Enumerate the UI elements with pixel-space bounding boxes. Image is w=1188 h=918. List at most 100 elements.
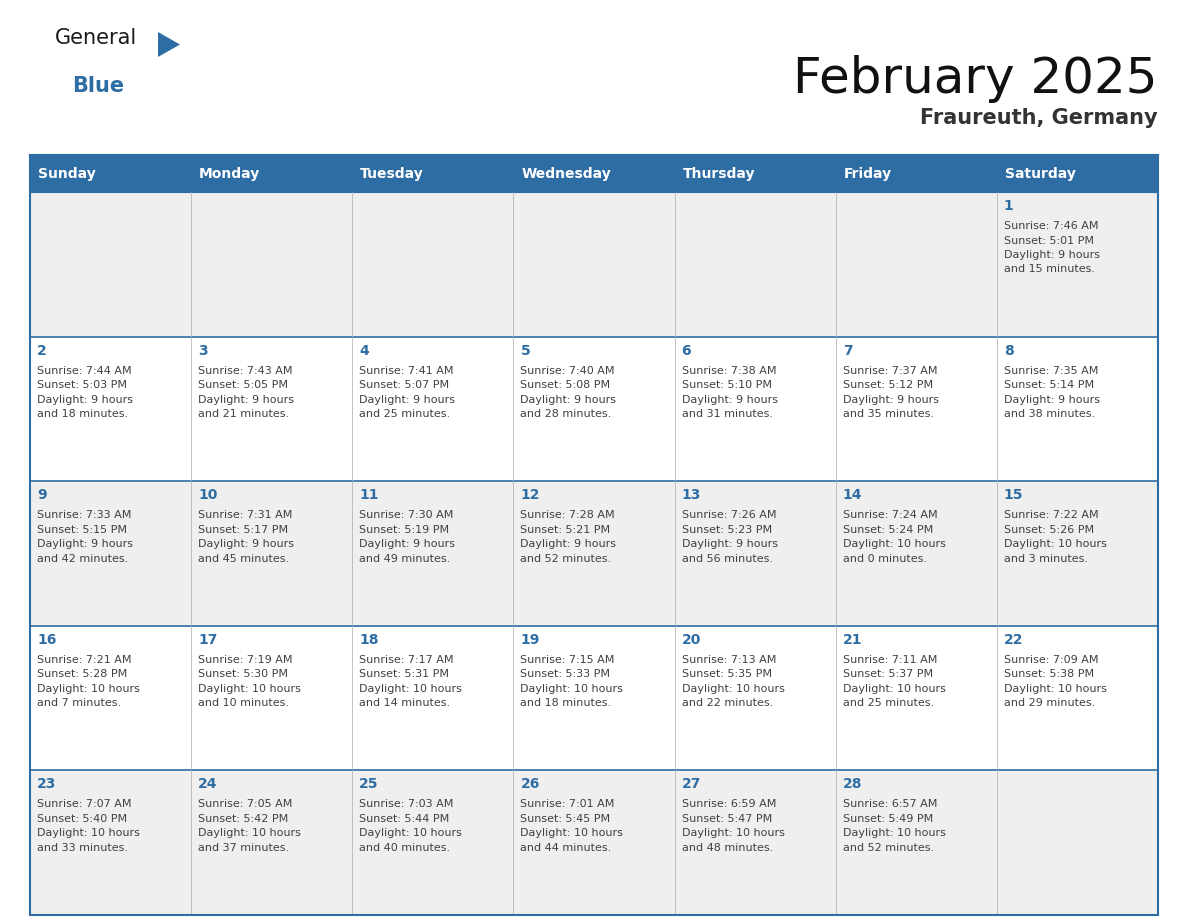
Bar bbox=[513, 337, 675, 481]
Text: and 42 minutes.: and 42 minutes. bbox=[37, 554, 128, 564]
Text: Tuesday: Tuesday bbox=[360, 166, 424, 181]
Bar bbox=[997, 192, 1158, 337]
Text: 18: 18 bbox=[359, 633, 379, 647]
Text: Sunset: 5:19 PM: Sunset: 5:19 PM bbox=[359, 525, 449, 534]
Text: and 44 minutes.: and 44 minutes. bbox=[520, 843, 612, 853]
Text: 22: 22 bbox=[1004, 633, 1023, 647]
Text: and 10 minutes.: and 10 minutes. bbox=[198, 699, 289, 709]
Text: Daylight: 9 hours: Daylight: 9 hours bbox=[359, 395, 455, 405]
Text: 16: 16 bbox=[37, 633, 56, 647]
Text: Sunrise: 7:40 AM: Sunrise: 7:40 AM bbox=[520, 365, 615, 375]
Text: and 38 minutes.: and 38 minutes. bbox=[1004, 409, 1095, 420]
Bar bbox=[835, 770, 997, 915]
Bar bbox=[513, 626, 675, 770]
Text: Daylight: 10 hours: Daylight: 10 hours bbox=[842, 539, 946, 549]
Bar bbox=[353, 192, 513, 337]
Text: Sunrise: 6:59 AM: Sunrise: 6:59 AM bbox=[682, 800, 776, 810]
Text: and 15 minutes.: and 15 minutes. bbox=[1004, 264, 1095, 274]
Text: 24: 24 bbox=[198, 778, 217, 791]
Text: Sunrise: 7:05 AM: Sunrise: 7:05 AM bbox=[198, 800, 292, 810]
Text: 12: 12 bbox=[520, 488, 539, 502]
Text: and 25 minutes.: and 25 minutes. bbox=[359, 409, 450, 420]
Text: Sunset: 5:45 PM: Sunset: 5:45 PM bbox=[520, 814, 611, 823]
Bar bbox=[30, 770, 191, 915]
Text: Sunset: 5:01 PM: Sunset: 5:01 PM bbox=[1004, 236, 1094, 245]
Text: and 35 minutes.: and 35 minutes. bbox=[842, 409, 934, 420]
Text: Sunrise: 7:09 AM: Sunrise: 7:09 AM bbox=[1004, 655, 1099, 665]
Text: 20: 20 bbox=[682, 633, 701, 647]
Text: Sunrise: 7:01 AM: Sunrise: 7:01 AM bbox=[520, 800, 615, 810]
Text: Sunrise: 7:19 AM: Sunrise: 7:19 AM bbox=[198, 655, 292, 665]
Text: 8: 8 bbox=[1004, 343, 1013, 358]
Text: Sunset: 5:03 PM: Sunset: 5:03 PM bbox=[37, 380, 127, 390]
Bar bbox=[30, 337, 191, 481]
Text: Sunset: 5:49 PM: Sunset: 5:49 PM bbox=[842, 814, 933, 823]
Bar bbox=[353, 626, 513, 770]
Bar bbox=[191, 337, 353, 481]
Text: and 22 minutes.: and 22 minutes. bbox=[682, 699, 773, 709]
Text: 13: 13 bbox=[682, 488, 701, 502]
Text: Daylight: 10 hours: Daylight: 10 hours bbox=[37, 684, 140, 694]
Text: 5: 5 bbox=[520, 343, 530, 358]
Bar bbox=[675, 192, 835, 337]
Bar bbox=[675, 337, 835, 481]
Text: Daylight: 10 hours: Daylight: 10 hours bbox=[520, 828, 624, 838]
Text: 15: 15 bbox=[1004, 488, 1023, 502]
Text: Sunset: 5:17 PM: Sunset: 5:17 PM bbox=[198, 525, 289, 534]
Text: 10: 10 bbox=[198, 488, 217, 502]
Text: Sunset: 5:26 PM: Sunset: 5:26 PM bbox=[1004, 525, 1094, 534]
Text: 26: 26 bbox=[520, 778, 539, 791]
Bar bbox=[353, 337, 513, 481]
Text: Daylight: 9 hours: Daylight: 9 hours bbox=[682, 539, 778, 549]
Bar bbox=[513, 481, 675, 626]
Text: and 45 minutes.: and 45 minutes. bbox=[198, 554, 289, 564]
Text: Daylight: 9 hours: Daylight: 9 hours bbox=[842, 395, 939, 405]
Text: Sunset: 5:15 PM: Sunset: 5:15 PM bbox=[37, 525, 127, 534]
Text: Daylight: 9 hours: Daylight: 9 hours bbox=[198, 539, 295, 549]
Text: 14: 14 bbox=[842, 488, 862, 502]
Text: 3: 3 bbox=[198, 343, 208, 358]
Text: and 48 minutes.: and 48 minutes. bbox=[682, 843, 773, 853]
Text: Sunset: 5:42 PM: Sunset: 5:42 PM bbox=[198, 814, 289, 823]
Text: Sunrise: 7:26 AM: Sunrise: 7:26 AM bbox=[682, 510, 776, 521]
Text: Sunset: 5:23 PM: Sunset: 5:23 PM bbox=[682, 525, 772, 534]
Bar bbox=[997, 770, 1158, 915]
Text: Daylight: 10 hours: Daylight: 10 hours bbox=[842, 684, 946, 694]
Text: Sunrise: 7:13 AM: Sunrise: 7:13 AM bbox=[682, 655, 776, 665]
Bar bbox=[30, 155, 1158, 915]
Bar bbox=[835, 192, 997, 337]
Text: and 21 minutes.: and 21 minutes. bbox=[198, 409, 289, 420]
Text: Sunset: 5:12 PM: Sunset: 5:12 PM bbox=[842, 380, 933, 390]
Text: and 37 minutes.: and 37 minutes. bbox=[198, 843, 289, 853]
Text: Sunrise: 7:35 AM: Sunrise: 7:35 AM bbox=[1004, 365, 1098, 375]
Text: Daylight: 10 hours: Daylight: 10 hours bbox=[359, 828, 462, 838]
Text: Sunrise: 7:28 AM: Sunrise: 7:28 AM bbox=[520, 510, 615, 521]
Text: Blue: Blue bbox=[72, 76, 124, 96]
Bar bbox=[353, 155, 513, 192]
Text: Sunset: 5:30 PM: Sunset: 5:30 PM bbox=[198, 669, 289, 679]
Bar bbox=[675, 626, 835, 770]
Text: Daylight: 10 hours: Daylight: 10 hours bbox=[37, 828, 140, 838]
Bar bbox=[30, 626, 191, 770]
Text: Daylight: 9 hours: Daylight: 9 hours bbox=[520, 539, 617, 549]
Text: Daylight: 10 hours: Daylight: 10 hours bbox=[682, 684, 784, 694]
Text: Sunrise: 7:07 AM: Sunrise: 7:07 AM bbox=[37, 800, 132, 810]
Text: and 3 minutes.: and 3 minutes. bbox=[1004, 554, 1088, 564]
Bar bbox=[191, 155, 353, 192]
Bar bbox=[353, 481, 513, 626]
Text: Sunset: 5:24 PM: Sunset: 5:24 PM bbox=[842, 525, 933, 534]
Bar bbox=[513, 192, 675, 337]
Text: Sunrise: 6:57 AM: Sunrise: 6:57 AM bbox=[842, 800, 937, 810]
Text: Sunrise: 7:46 AM: Sunrise: 7:46 AM bbox=[1004, 221, 1099, 231]
Text: and 7 minutes.: and 7 minutes. bbox=[37, 699, 121, 709]
Polygon shape bbox=[158, 32, 181, 57]
Bar bbox=[835, 155, 997, 192]
Text: Daylight: 9 hours: Daylight: 9 hours bbox=[1004, 250, 1100, 260]
Text: Daylight: 9 hours: Daylight: 9 hours bbox=[37, 539, 133, 549]
Text: Sunrise: 7:30 AM: Sunrise: 7:30 AM bbox=[359, 510, 454, 521]
Text: Sunset: 5:33 PM: Sunset: 5:33 PM bbox=[520, 669, 611, 679]
Text: 7: 7 bbox=[842, 343, 852, 358]
Text: and 0 minutes.: and 0 minutes. bbox=[842, 554, 927, 564]
Text: Daylight: 9 hours: Daylight: 9 hours bbox=[37, 395, 133, 405]
Text: Sunset: 5:07 PM: Sunset: 5:07 PM bbox=[359, 380, 449, 390]
